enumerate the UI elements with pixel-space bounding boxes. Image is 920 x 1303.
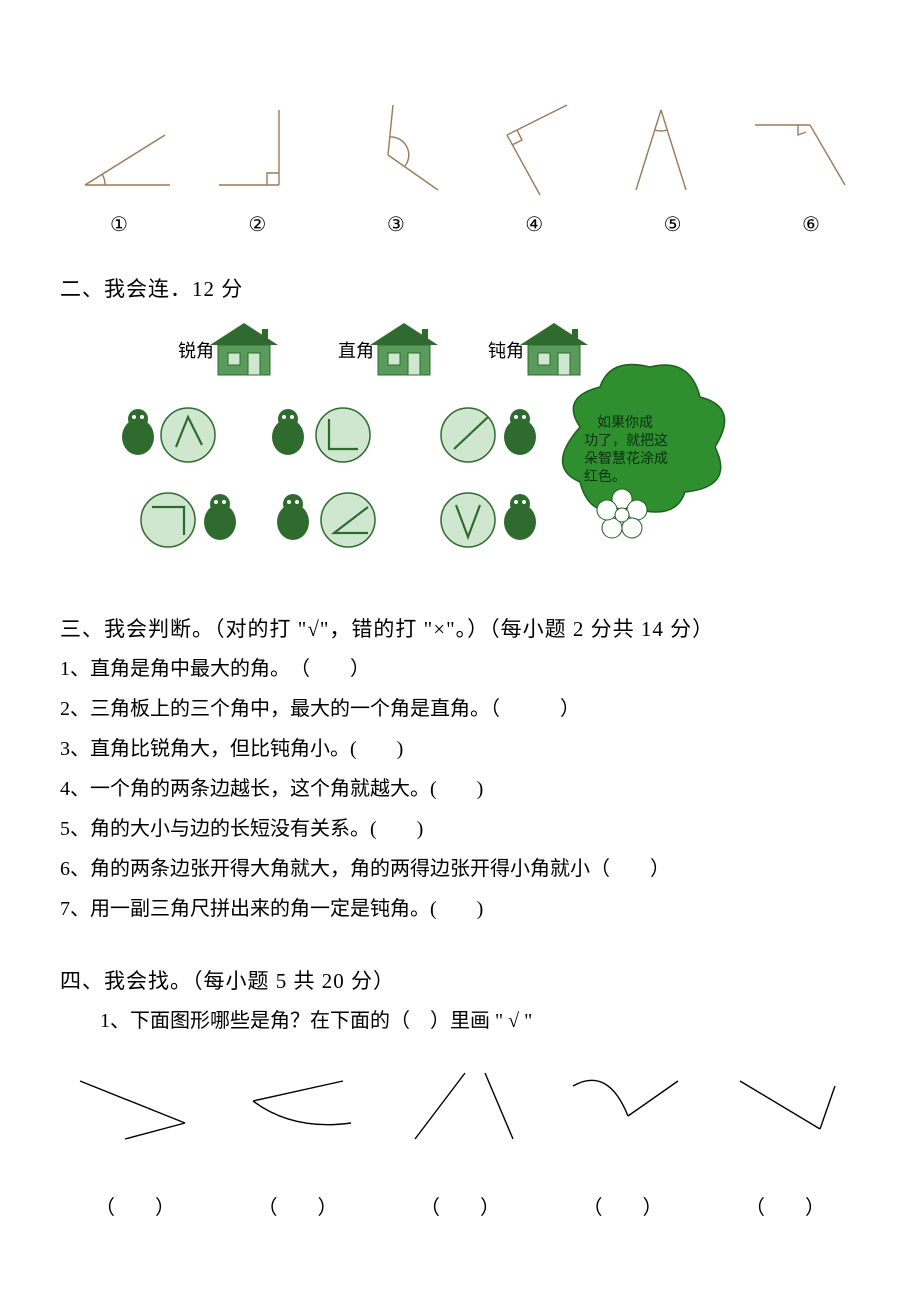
svg-text:朵智慧花涂成: 朵智慧花涂成 (584, 451, 668, 467)
house-acute-icon (210, 323, 278, 375)
angle-6-svg (740, 100, 850, 200)
label-obtuse: 钝角 (488, 341, 524, 361)
angles-figure-row (60, 100, 860, 200)
find-shape-4 (558, 1061, 688, 1151)
section-4-title: 四、我会找。（每小题 5 共 20 分） (60, 965, 860, 995)
find-shape-5 (720, 1061, 850, 1151)
find-paren-3: （ ） (395, 1191, 525, 1220)
angle-3-svg (338, 100, 448, 200)
angle-label-1: ① (110, 212, 128, 237)
angle-2-svg (204, 100, 314, 200)
bubble-2 (316, 408, 370, 462)
judge-item-7: 7、用一副三角尺拼出来的角一定是钝角。( ) (60, 889, 860, 929)
judge-item-4: 4、一个角的两条边越长，这个角就越大。( ) (60, 769, 860, 809)
judge-list: 1、直角是角中最大的角。 （ ） 2、三角板上的三个角中，最大的一个角是直角。（… (60, 649, 860, 929)
judge-item-5: 5、角的大小与边的长短没有关系。( ) (60, 809, 860, 849)
critter-2-icon (272, 409, 304, 455)
critter-3-icon (504, 409, 536, 455)
find-item-1: 1、下面图形哪些是角？在下面的（ ）里画 " √ " (60, 1001, 860, 1041)
section-3-title: 三、我会判断。（对的打 "√"，错的打 "×"。）（每小题 2 分共 14 分） (60, 613, 860, 643)
find-shape-3 (395, 1061, 525, 1151)
angles-labels-row: ① ② ③ ④ ⑤ ⑥ (60, 212, 860, 237)
svg-text:如果你成: 如果你成 (597, 415, 653, 431)
critter-4-icon (204, 494, 236, 540)
svg-text:功了，就把这: 功了，就把这 (584, 432, 668, 449)
bubble-4 (141, 493, 195, 547)
find-angles-row (60, 1061, 860, 1151)
angle-label-4: ④ (525, 212, 543, 237)
find-paren-row: （ ） （ ） （ ） （ ） （ ） (60, 1191, 860, 1220)
house-right-icon (370, 323, 438, 375)
find-shape-2 (233, 1061, 363, 1151)
label-acute: 锐角 (178, 341, 214, 361)
angle-5-svg (606, 100, 716, 200)
critter-5-icon (277, 494, 309, 540)
find-shape-1 (70, 1061, 200, 1151)
judge-item-6: 6、角的两条边张开得大角就大，角的两得边张开得小角就小（ ） (60, 849, 860, 889)
angle-label-2: ② (248, 212, 266, 237)
reward-cloud-icon: 如果你成 功了，就把这 朵智慧花涂成 红色。 (563, 365, 725, 539)
angle-label-5: ⑤ (664, 212, 682, 237)
find-paren-2: （ ） (233, 1191, 363, 1220)
matching-figure: 锐角 直角 钝角 如果你成 功了，就把这 朵智慧花涂成 红 (110, 317, 860, 577)
section-2-title: 二、我会连．12 分 (60, 273, 860, 303)
find-paren-5: （ ） (720, 1191, 850, 1220)
house-obtuse-icon (520, 323, 588, 375)
critter-6-icon (504, 494, 536, 540)
judge-item-2: 2、三角板上的三个角中，最大的一个角是直角。（ ） (60, 689, 860, 729)
svg-text:红色。: 红色。 (584, 468, 626, 485)
angle-label-3: ③ (387, 212, 405, 237)
critter-1-icon (122, 409, 154, 455)
angle-4-svg (472, 100, 582, 200)
bubble-5 (321, 493, 375, 547)
find-paren-4: （ ） (558, 1191, 688, 1220)
find-list: 1、下面图形哪些是角？在下面的（ ）里画 " √ " (60, 1001, 860, 1041)
find-paren-1: （ ） (70, 1191, 200, 1220)
judge-item-1: 1、直角是角中最大的角。 （ ） (60, 649, 860, 689)
angle-1-svg (70, 100, 180, 200)
angle-label-6: ⑥ (802, 212, 820, 237)
judge-item-3: 3、直角比锐角大，但比钝角小。( ) (60, 729, 860, 769)
label-right: 直角 (338, 341, 374, 361)
